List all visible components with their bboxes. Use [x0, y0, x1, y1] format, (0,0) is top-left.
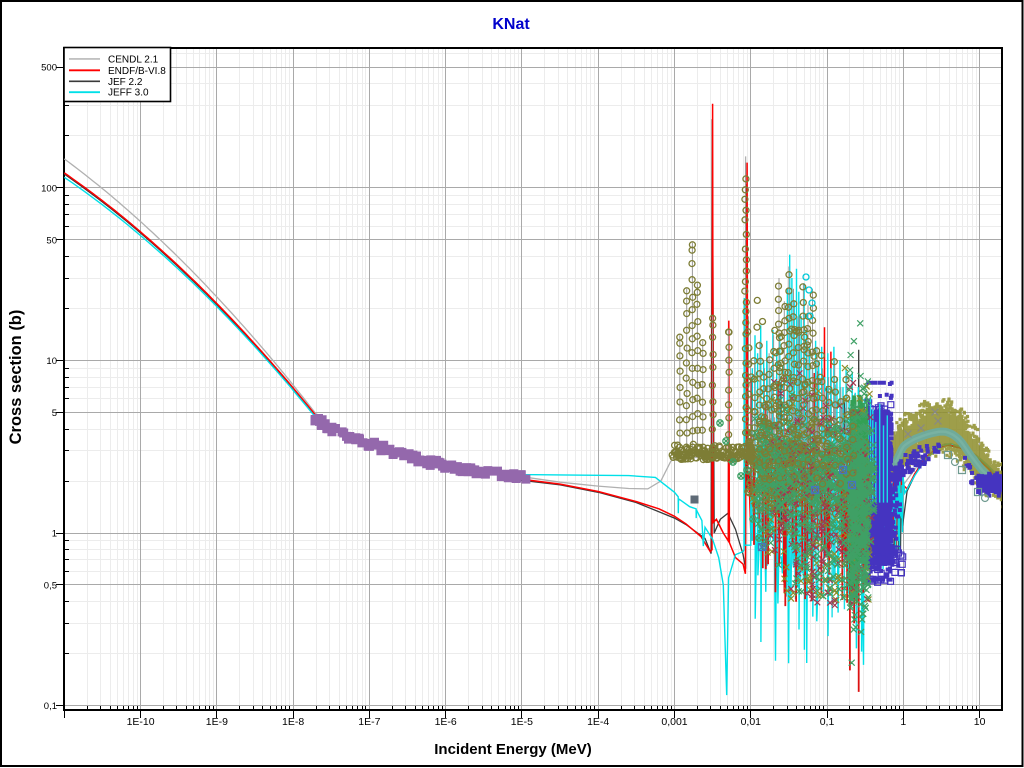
svg-text:0,1: 0,1 — [820, 716, 835, 728]
svg-text:1E-9: 1E-9 — [206, 716, 228, 728]
svg-text:1E-5: 1E-5 — [511, 716, 533, 728]
svg-text:10: 10 — [46, 356, 57, 367]
svg-text:1: 1 — [52, 529, 57, 540]
svg-text:1E-4: 1E-4 — [587, 716, 609, 728]
svg-text:0,01: 0,01 — [741, 716, 762, 728]
svg-text:1E-8: 1E-8 — [282, 716, 304, 728]
svg-text:0,1: 0,1 — [44, 701, 57, 712]
svg-text:JEF 2.2: JEF 2.2 — [108, 77, 143, 88]
svg-text:KNat: KNat — [492, 16, 530, 33]
svg-text:1E-10: 1E-10 — [127, 716, 155, 728]
svg-text:1: 1 — [900, 716, 906, 728]
svg-text:500: 500 — [41, 63, 57, 74]
svg-text:0,001: 0,001 — [661, 716, 687, 728]
svg-text:Cross section (b): Cross section (b) — [7, 310, 25, 445]
svg-text:10: 10 — [974, 716, 986, 728]
svg-text:ENDF/B-VI.8: ENDF/B-VI.8 — [108, 66, 166, 77]
svg-text:50: 50 — [46, 235, 57, 246]
svg-text:100: 100 — [41, 183, 57, 194]
svg-text:CENDL 2.1: CENDL 2.1 — [108, 54, 159, 65]
svg-text:1E-7: 1E-7 — [358, 716, 380, 728]
svg-text:Incident Energy (MeV): Incident Energy (MeV) — [434, 741, 592, 758]
svg-text:5: 5 — [52, 408, 57, 419]
svg-text:1E-6: 1E-6 — [435, 716, 457, 728]
svg-text:JEFF 3.0: JEFF 3.0 — [108, 88, 149, 99]
svg-text:0,5: 0,5 — [44, 581, 57, 592]
